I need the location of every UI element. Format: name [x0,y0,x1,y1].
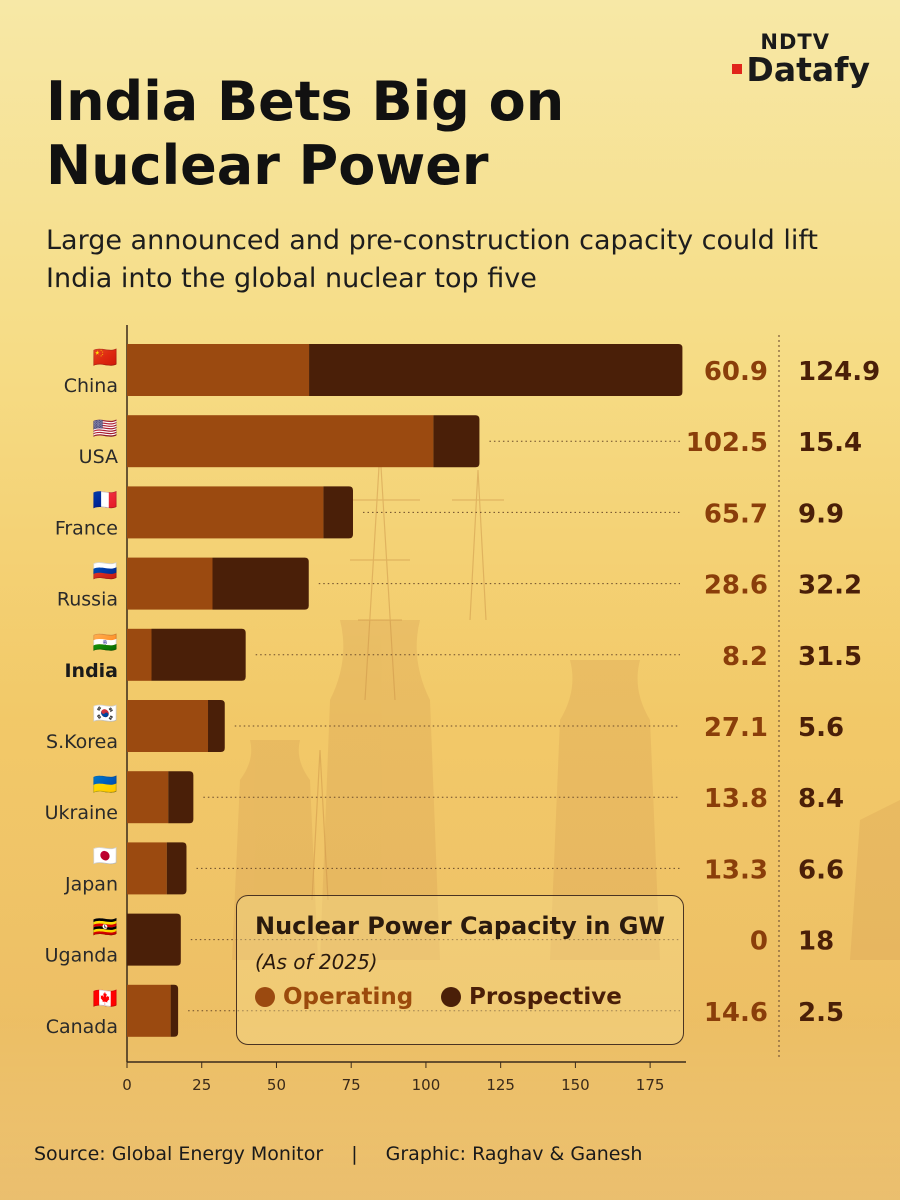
page-title: India Bets Big on Nuclear Power [46,70,565,197]
legend-prospective-label: Prospective [469,984,622,1010]
graphic-credit: Graphic: Raghav & Ganesh [385,1143,643,1165]
logo-red-square [732,64,742,74]
legend-subtitle: (As of 2025) [255,950,378,974]
prospective-swatch [441,987,461,1007]
chart-legend: Nuclear Power Capacity in GW (As of 2025… [236,895,684,1045]
ndtv-datafy-logo: NDTV Datafy [732,30,870,90]
page-subtitle: Large announced and pre-construction cap… [46,225,818,294]
legend-operating-label: Operating [283,984,414,1010]
legend-item-prospective: Prospective [441,984,622,1010]
logo-bottom-text: Datafy [746,50,870,89]
legend-title: Nuclear Power Capacity in GW [255,912,665,940]
legend-item-operating: Operating [255,984,413,1010]
logo-top-text: NDTV [760,30,830,54]
footer: Source: Global Energy Monitor | Graphic:… [34,1143,642,1165]
operating-swatch [255,987,275,1007]
source-credit: Source: Global Energy Monitor [34,1143,324,1165]
footer-separator: | [351,1143,358,1165]
